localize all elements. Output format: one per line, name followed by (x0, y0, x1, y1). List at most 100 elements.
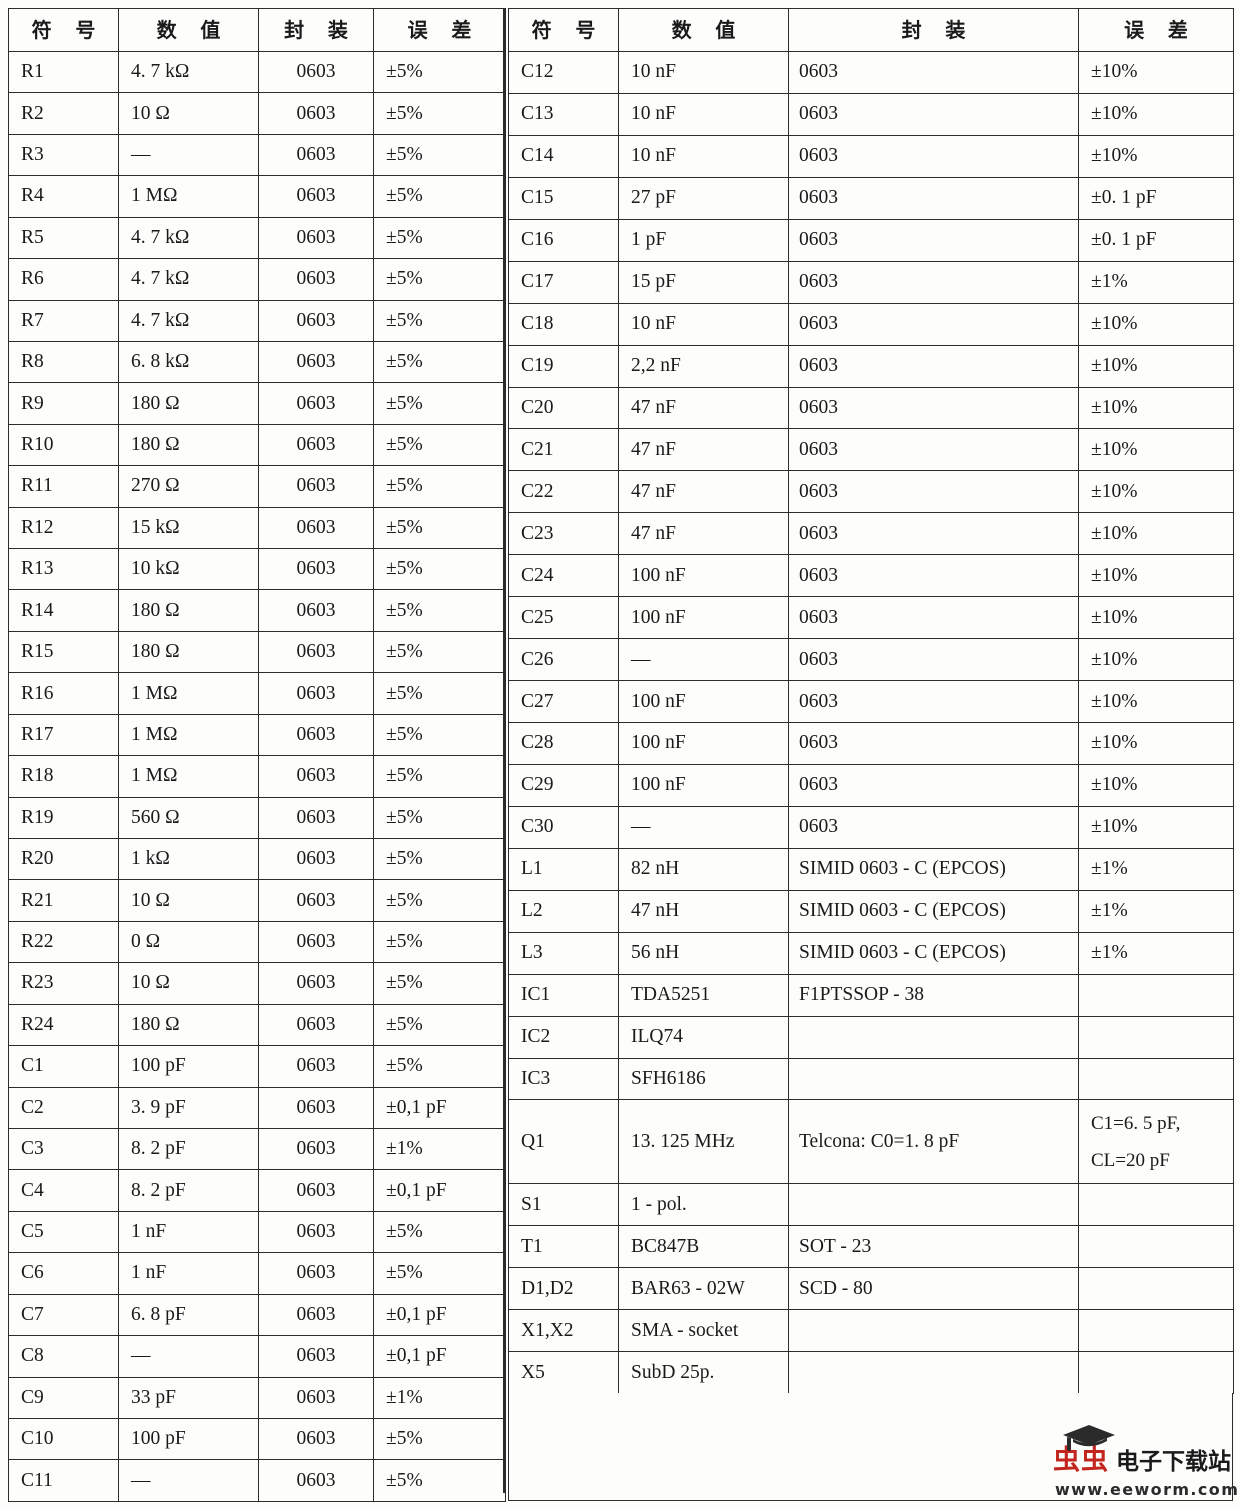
cell-symbol: R13 (8, 548, 119, 591)
table-row: R10 180 Ω 0603 ±5% (8, 423, 506, 467)
cell-value: 47 nF (618, 428, 789, 472)
cell-package: 0603 (788, 386, 1079, 430)
cell-tolerance: ±10% (1078, 428, 1234, 472)
table-row: D1,D2 BAR63 - 02W SCD - 80 (508, 1267, 1234, 1311)
table-row: R18 1 MΩ 0603 ±5% (8, 755, 506, 798)
table-row: C23 47 nF 0603 ±10% (508, 512, 1234, 556)
cell-package: SCD - 80 (788, 1267, 1079, 1311)
cell-package: 0603 (258, 382, 374, 425)
cell-package: 0603 (258, 1003, 374, 1047)
cell-value: 180 Ω (118, 1003, 259, 1047)
cell-value: 27 pF (618, 176, 789, 220)
table-row: R13 10 kΩ 0603 ±5% (8, 548, 506, 591)
cell-tolerance: ±10% (1078, 554, 1234, 598)
graduation-cap-icon (1061, 1423, 1117, 1453)
cell-symbol: R10 (8, 423, 119, 467)
cell-value: — (618, 638, 789, 682)
cell-symbol: R4 (8, 175, 119, 218)
component-table-left: 符 号 数 值 封 装 误 差 R1 4. 7 kΩ 0603 ±5% R2 10 Ω 06… (8, 8, 506, 1502)
cell-symbol: R8 (8, 340, 119, 384)
cell-symbol: R6 (8, 258, 119, 301)
cell-package: 0603 (258, 713, 374, 757)
cell-value: 180 Ω (118, 630, 259, 674)
cell-tolerance: ±5% (373, 920, 506, 964)
cell-symbol: R9 (8, 382, 119, 425)
column-header-symbol: 符 号 (8, 8, 119, 52)
cell-package (788, 1183, 1079, 1227)
table-row: IC3 SFH6186 (508, 1057, 1234, 1101)
cell-symbol: C1 (8, 1045, 119, 1088)
cell-tolerance: ±10% (1078, 512, 1234, 556)
cell-symbol: R23 (8, 962, 119, 1005)
table-header-right: 符 号 数 值 封 装 误 差 (508, 8, 1234, 52)
cell-symbol: C16 (508, 218, 619, 262)
table-row: C21 47 nF 0603 ±10% (508, 428, 1234, 472)
cell-tolerance: ±5% (373, 175, 506, 218)
cell-package: 0603 (788, 344, 1079, 388)
cell-symbol: C7 (8, 1293, 119, 1337)
table-body-left: R1 4. 7 kΩ 0603 ±5% R2 10 Ω 0603 ±5% R3—0603 ±5% R… (8, 50, 506, 1502)
cell-symbol: C8 (8, 1335, 119, 1378)
cell-package: 0603 (258, 1335, 374, 1378)
watermark-text-row: 虫虫 电子下载站 (1053, 1447, 1231, 1474)
table-row: R9 180 Ω 0603 ±5% (8, 382, 506, 425)
table-row: C19 2,2 nF 0603 ±10% (508, 344, 1234, 388)
cell-package: SIMID 0603 - C (EPCOS) (788, 931, 1079, 975)
cell-tolerance: ±5% (373, 1210, 506, 1254)
cell-value: 100 nF (618, 596, 789, 640)
cell-package: 0603 (788, 51, 1079, 94)
table-row: S1 1 - pol. (508, 1183, 1234, 1227)
cell-package: 0603 (258, 1169, 374, 1212)
header-row: 符 号 数 值 封 装 误 差 (508, 8, 1234, 52)
cell-package: 0603 (258, 1417, 374, 1461)
cell-symbol: C18 (508, 302, 619, 346)
cell-tolerance: ±5% (373, 340, 506, 384)
cell-value: 100 pF (118, 1417, 259, 1461)
column-header-value: 数 值 (618, 8, 789, 52)
cell-tolerance: ±10% (1078, 596, 1234, 640)
cell-package: 0603 (258, 589, 374, 632)
cell-value: SFH6186 (618, 1057, 789, 1101)
cell-value: 560 Ω (118, 796, 259, 840)
cell-value: 13. 125 MHz (618, 1099, 789, 1185)
cell-value: 10 nF (618, 51, 789, 94)
cell-value: 10 nF (618, 134, 789, 178)
cell-tolerance: ±10% (1078, 344, 1234, 388)
cell-value: 82 nH (618, 847, 789, 891)
cell-symbol: T1 (508, 1225, 619, 1269)
header-row: 符 号 数 值 封 装 误 差 (8, 8, 506, 52)
cell-symbol: IC3 (508, 1057, 619, 1101)
cell-symbol: C28 (508, 722, 619, 765)
cell-tolerance: ±5% (373, 423, 506, 467)
cell-symbol: C13 (508, 92, 619, 136)
cell-value: 47 nH (618, 889, 789, 933)
cell-tolerance: ±1% (373, 1127, 506, 1171)
cell-symbol: R1 (8, 50, 119, 94)
cell-tolerance: ±0. 1 pF (1078, 176, 1234, 220)
cell-symbol: C21 (508, 428, 619, 472)
cell-tolerance: ±5% (373, 548, 506, 591)
cell-symbol: S1 (508, 1183, 619, 1227)
cell-package: 0603 (258, 630, 374, 674)
column-header-package: 封 装 (788, 8, 1079, 52)
cell-tolerance: ±5% (373, 216, 506, 260)
cell-value: SubD 25p. (618, 1351, 789, 1394)
table-row: X5 SubD 25p. (508, 1351, 1234, 1394)
table-row: X1,X2 SMA - socket (508, 1309, 1234, 1353)
cell-tolerance: ±5% (373, 589, 506, 632)
cell-package: Telcona: C0=1. 8 pF (788, 1099, 1079, 1185)
table-row: C24 100 nF 0603 ±10% (508, 554, 1234, 598)
table-row: R21 10 Ω 0603 ±5% (8, 879, 506, 922)
cell-tolerance: ±1% (1078, 931, 1234, 975)
table-row: C4 8. 2 pF 0603 ±0,1 pF (8, 1169, 506, 1212)
cell-value: 10 nF (618, 302, 789, 346)
cell-package: 0603 (258, 50, 374, 94)
table-row: R24 180 Ω 0603 ±5% (8, 1003, 506, 1047)
table-row: C20 47 nF 0603 ±10% (508, 386, 1234, 430)
cell-package: 0603 (258, 465, 374, 508)
cell-symbol: X1,X2 (508, 1309, 619, 1353)
cell-tolerance: ±5% (373, 299, 506, 342)
cell-value: 33 pF (118, 1376, 259, 1419)
cell-value: 56 nH (618, 931, 789, 975)
cell-tolerance: ±1% (1078, 260, 1234, 304)
